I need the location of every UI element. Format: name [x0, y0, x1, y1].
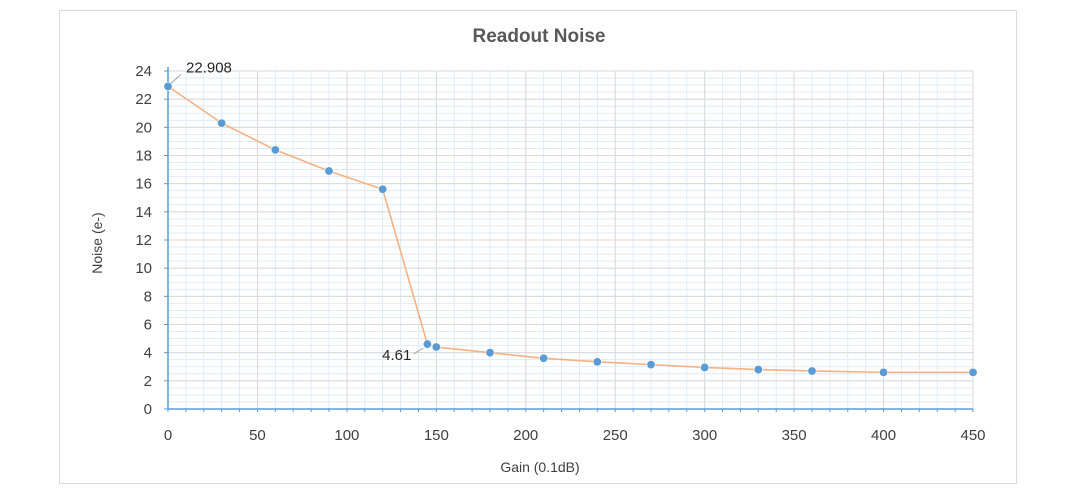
- data-point: [968, 367, 978, 377]
- y-tick-label: 12: [135, 232, 152, 249]
- data-point: [485, 348, 495, 358]
- y-axis-label: Noise (e-): [89, 212, 105, 273]
- x-tick-label: 0: [164, 427, 172, 444]
- y-tick-label: 14: [135, 204, 152, 221]
- data-point: [539, 353, 549, 363]
- major-grid: [167, 70, 974, 410]
- data-point: [324, 166, 334, 176]
- data-point: [217, 118, 227, 128]
- x-tick-label: 200: [513, 427, 538, 444]
- x-tick-label: 350: [782, 427, 807, 444]
- tick-labels: 0 50 100 150 200 250 300 350 400 4500246810121416…: [135, 63, 985, 444]
- data-point: [431, 342, 441, 352]
- x-tick-label: 450: [960, 427, 985, 444]
- series-line: [167, 85, 973, 374]
- y-tick-label: 2: [144, 373, 152, 390]
- data-point: [270, 145, 280, 155]
- data-point: [700, 362, 710, 372]
- data-point: [879, 367, 889, 377]
- series-layer: [163, 81, 978, 377]
- y-tick-label: 4: [144, 345, 152, 362]
- y-tick-label: 6: [144, 317, 152, 334]
- readout-noise-chart: 0 50 100 150 200 250 300 350 400 4500246810121416…: [89, 26, 986, 475]
- y-tick-label: 8: [144, 288, 152, 305]
- x-tick-label: 50: [249, 427, 266, 444]
- annotation-leader-line: [170, 74, 182, 84]
- data-point: [807, 366, 817, 376]
- data-point: [592, 357, 602, 367]
- x-tick-label: 250: [603, 427, 628, 444]
- y-tick-label: 0: [144, 401, 152, 418]
- y-tick-label: 16: [135, 176, 152, 193]
- chart-frame: 0 50 100 150 200 250 300 350 400 450 0 2 4 6 8 10 12 14 16…: [59, 10, 1017, 484]
- y-tick-label: 20: [135, 119, 152, 136]
- annotation-leader-line: [413, 347, 424, 355]
- x-tick-label: 100: [334, 427, 359, 444]
- y-tick-label: 22: [135, 91, 152, 108]
- axes: [164, 67, 974, 412]
- annotation-layer: 22.908 4.61: [170, 59, 424, 364]
- x-tick-label: 400: [871, 427, 896, 444]
- data-point: [753, 365, 763, 375]
- x-axis-label: Gain (0.1dB): [500, 459, 579, 475]
- y-tick-label: 18: [135, 148, 152, 165]
- x-tick-label: 150: [424, 427, 449, 444]
- y-tick-label: 10: [135, 260, 152, 277]
- data-label: 22.908: [186, 59, 232, 76]
- data-label: 4.61: [382, 347, 411, 364]
- x-tick-label: 300: [692, 427, 717, 444]
- data-point: [422, 339, 432, 349]
- chart-title: Readout Noise: [472, 26, 605, 47]
- data-point: [163, 81, 173, 91]
- data-point: [646, 360, 656, 370]
- data-point: [378, 184, 388, 194]
- y-tick-label: 24: [135, 63, 152, 80]
